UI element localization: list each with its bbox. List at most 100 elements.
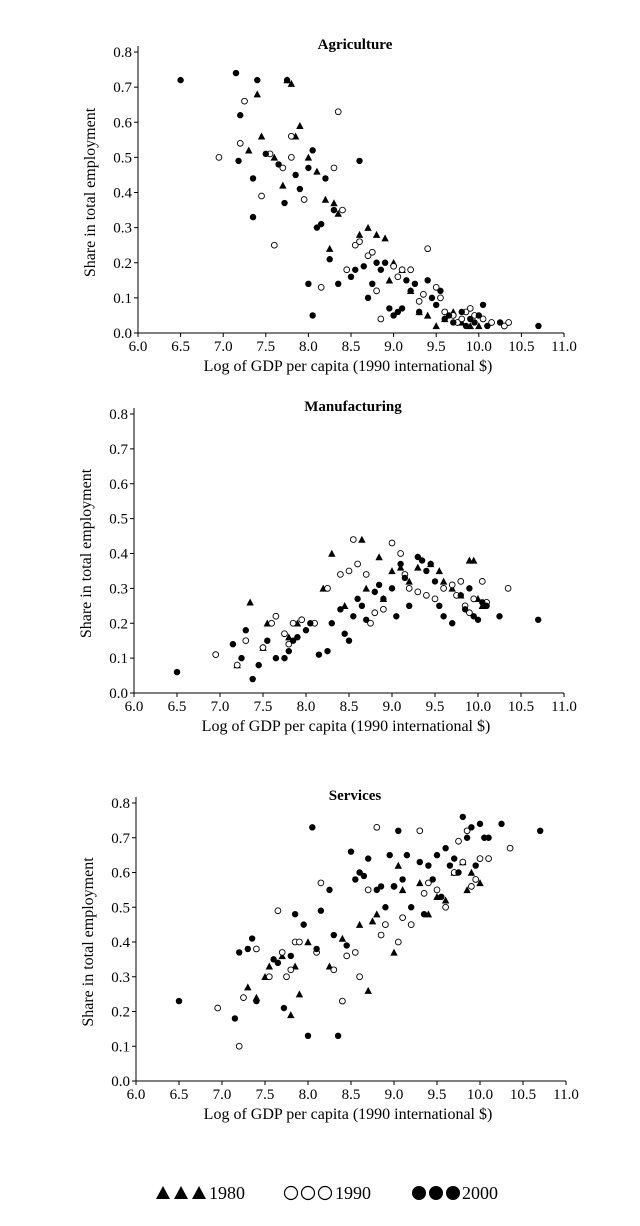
data-point-1990 (388, 539, 396, 547)
y-tick-label: 0.4 (109, 547, 128, 563)
data-point-1990 (373, 287, 380, 295)
series-1980 (245, 76, 483, 330)
data-point-2000 (326, 256, 333, 263)
data-point-1990 (288, 132, 295, 140)
data-point-1980 (375, 553, 383, 561)
data-point-1990 (278, 949, 286, 956)
data-point-2000 (294, 634, 301, 641)
data-point-2000 (428, 294, 436, 302)
data-point-2000 (274, 959, 282, 967)
data-point-1990 (212, 651, 220, 658)
x-tick-label: 9.5 (427, 339, 446, 355)
data-point-2000 (474, 616, 482, 623)
data-point-1990 (334, 108, 342, 116)
data-point-2000 (479, 599, 486, 606)
x-tick-label: 6.5 (170, 1087, 189, 1103)
legend-label-2000: 2000 (462, 1183, 498, 1203)
circle-open-icon (300, 1185, 316, 1201)
data-point-2000 (414, 553, 421, 561)
data-point-1990 (405, 585, 413, 592)
data-point-1990 (367, 619, 374, 627)
data-point-2000 (302, 627, 310, 634)
data-point-1990 (281, 630, 288, 638)
data-point-1990 (351, 241, 359, 249)
data-point-2000 (398, 305, 406, 312)
data-point-1990 (458, 315, 466, 323)
x-tick-label: 8.5 (340, 699, 359, 715)
y-tick-label: 0.5 (113, 150, 132, 166)
data-point-1980 (475, 322, 483, 330)
data-point-1980 (368, 917, 377, 925)
x-tick-label: 6.5 (171, 339, 190, 355)
data-point-2000 (249, 213, 257, 221)
circle-open-icon (317, 1185, 333, 1201)
triangle-filled-icon (192, 1186, 206, 1199)
y-tick-label: 0.3 (111, 970, 130, 986)
data-point-1980 (326, 244, 334, 252)
data-point-2000 (309, 147, 316, 154)
data-point-2000 (476, 820, 484, 828)
data-point-1980 (470, 556, 478, 564)
data-point-1990 (416, 827, 424, 835)
data-point-2000 (479, 301, 487, 309)
data-point-2000 (304, 1032, 312, 1040)
data-point-1990 (472, 876, 480, 883)
data-point-1990 (351, 949, 359, 956)
data-point-2000 (352, 266, 359, 273)
data-point-1990 (242, 637, 250, 645)
data-point-2000 (381, 259, 389, 266)
data-point-1980 (467, 868, 476, 876)
data-point-2000 (231, 1015, 239, 1022)
data-point-2000 (468, 824, 475, 831)
data-point-1990 (364, 886, 372, 894)
data-point-2000 (433, 301, 440, 309)
data-point-2000 (411, 280, 419, 288)
data-point-1990 (268, 619, 275, 627)
x-tick-label: 7.0 (213, 1087, 232, 1103)
x-tick-label: 8.5 (342, 339, 361, 355)
legend-entry-1980: 1980 (156, 1183, 245, 1203)
series-1980 (244, 858, 484, 1019)
data-point-1990 (349, 536, 357, 543)
y-tick-label: 0.7 (111, 831, 130, 847)
y-tick-label: 0.4 (111, 935, 130, 951)
data-point-2000 (441, 315, 448, 323)
data-point-2000 (356, 157, 363, 165)
data-point-1990 (285, 640, 293, 648)
data-point-1980 (381, 234, 389, 242)
data-point-1980 (364, 986, 372, 994)
y-tick-label: 0.7 (113, 80, 132, 96)
data-point-2000 (470, 613, 477, 620)
data-point-1990 (407, 921, 415, 928)
data-point-2000 (449, 620, 456, 627)
data-point-1980 (476, 879, 484, 887)
data-point-2000 (309, 824, 316, 831)
x-tick-label: 10.5 (508, 699, 534, 715)
data-point-1980 (463, 886, 471, 894)
data-point-2000 (496, 613, 503, 620)
data-point-1990 (274, 907, 282, 915)
data-point-1980 (304, 153, 313, 161)
data-point-1990 (354, 560, 361, 568)
data-point-1980 (287, 79, 296, 87)
data-point-1990 (356, 973, 363, 981)
data-point-2000 (403, 277, 410, 284)
legend-label-1990: 1990 (335, 1183, 371, 1203)
data-point-1990 (459, 858, 467, 866)
data-point-1990 (380, 605, 387, 613)
x-tick-label: 8.0 (297, 699, 316, 715)
data-point-1980 (330, 199, 338, 207)
circle-filled-icon (446, 1186, 460, 1200)
x-tick-label: 8.5 (342, 1087, 361, 1103)
data-point-2000 (235, 157, 242, 165)
data-point-2000 (429, 876, 436, 883)
x-tick-label: 7.0 (214, 339, 233, 355)
data-point-2000 (283, 76, 291, 84)
series-2000 (175, 813, 544, 1040)
data-point-1980 (385, 276, 394, 284)
data-point-1990 (279, 164, 287, 172)
data-point-1990 (240, 994, 247, 1001)
data-point-2000 (397, 560, 404, 568)
x-tick-label: 7.5 (256, 339, 275, 355)
legend-label-1980: 1980 (209, 1183, 245, 1203)
